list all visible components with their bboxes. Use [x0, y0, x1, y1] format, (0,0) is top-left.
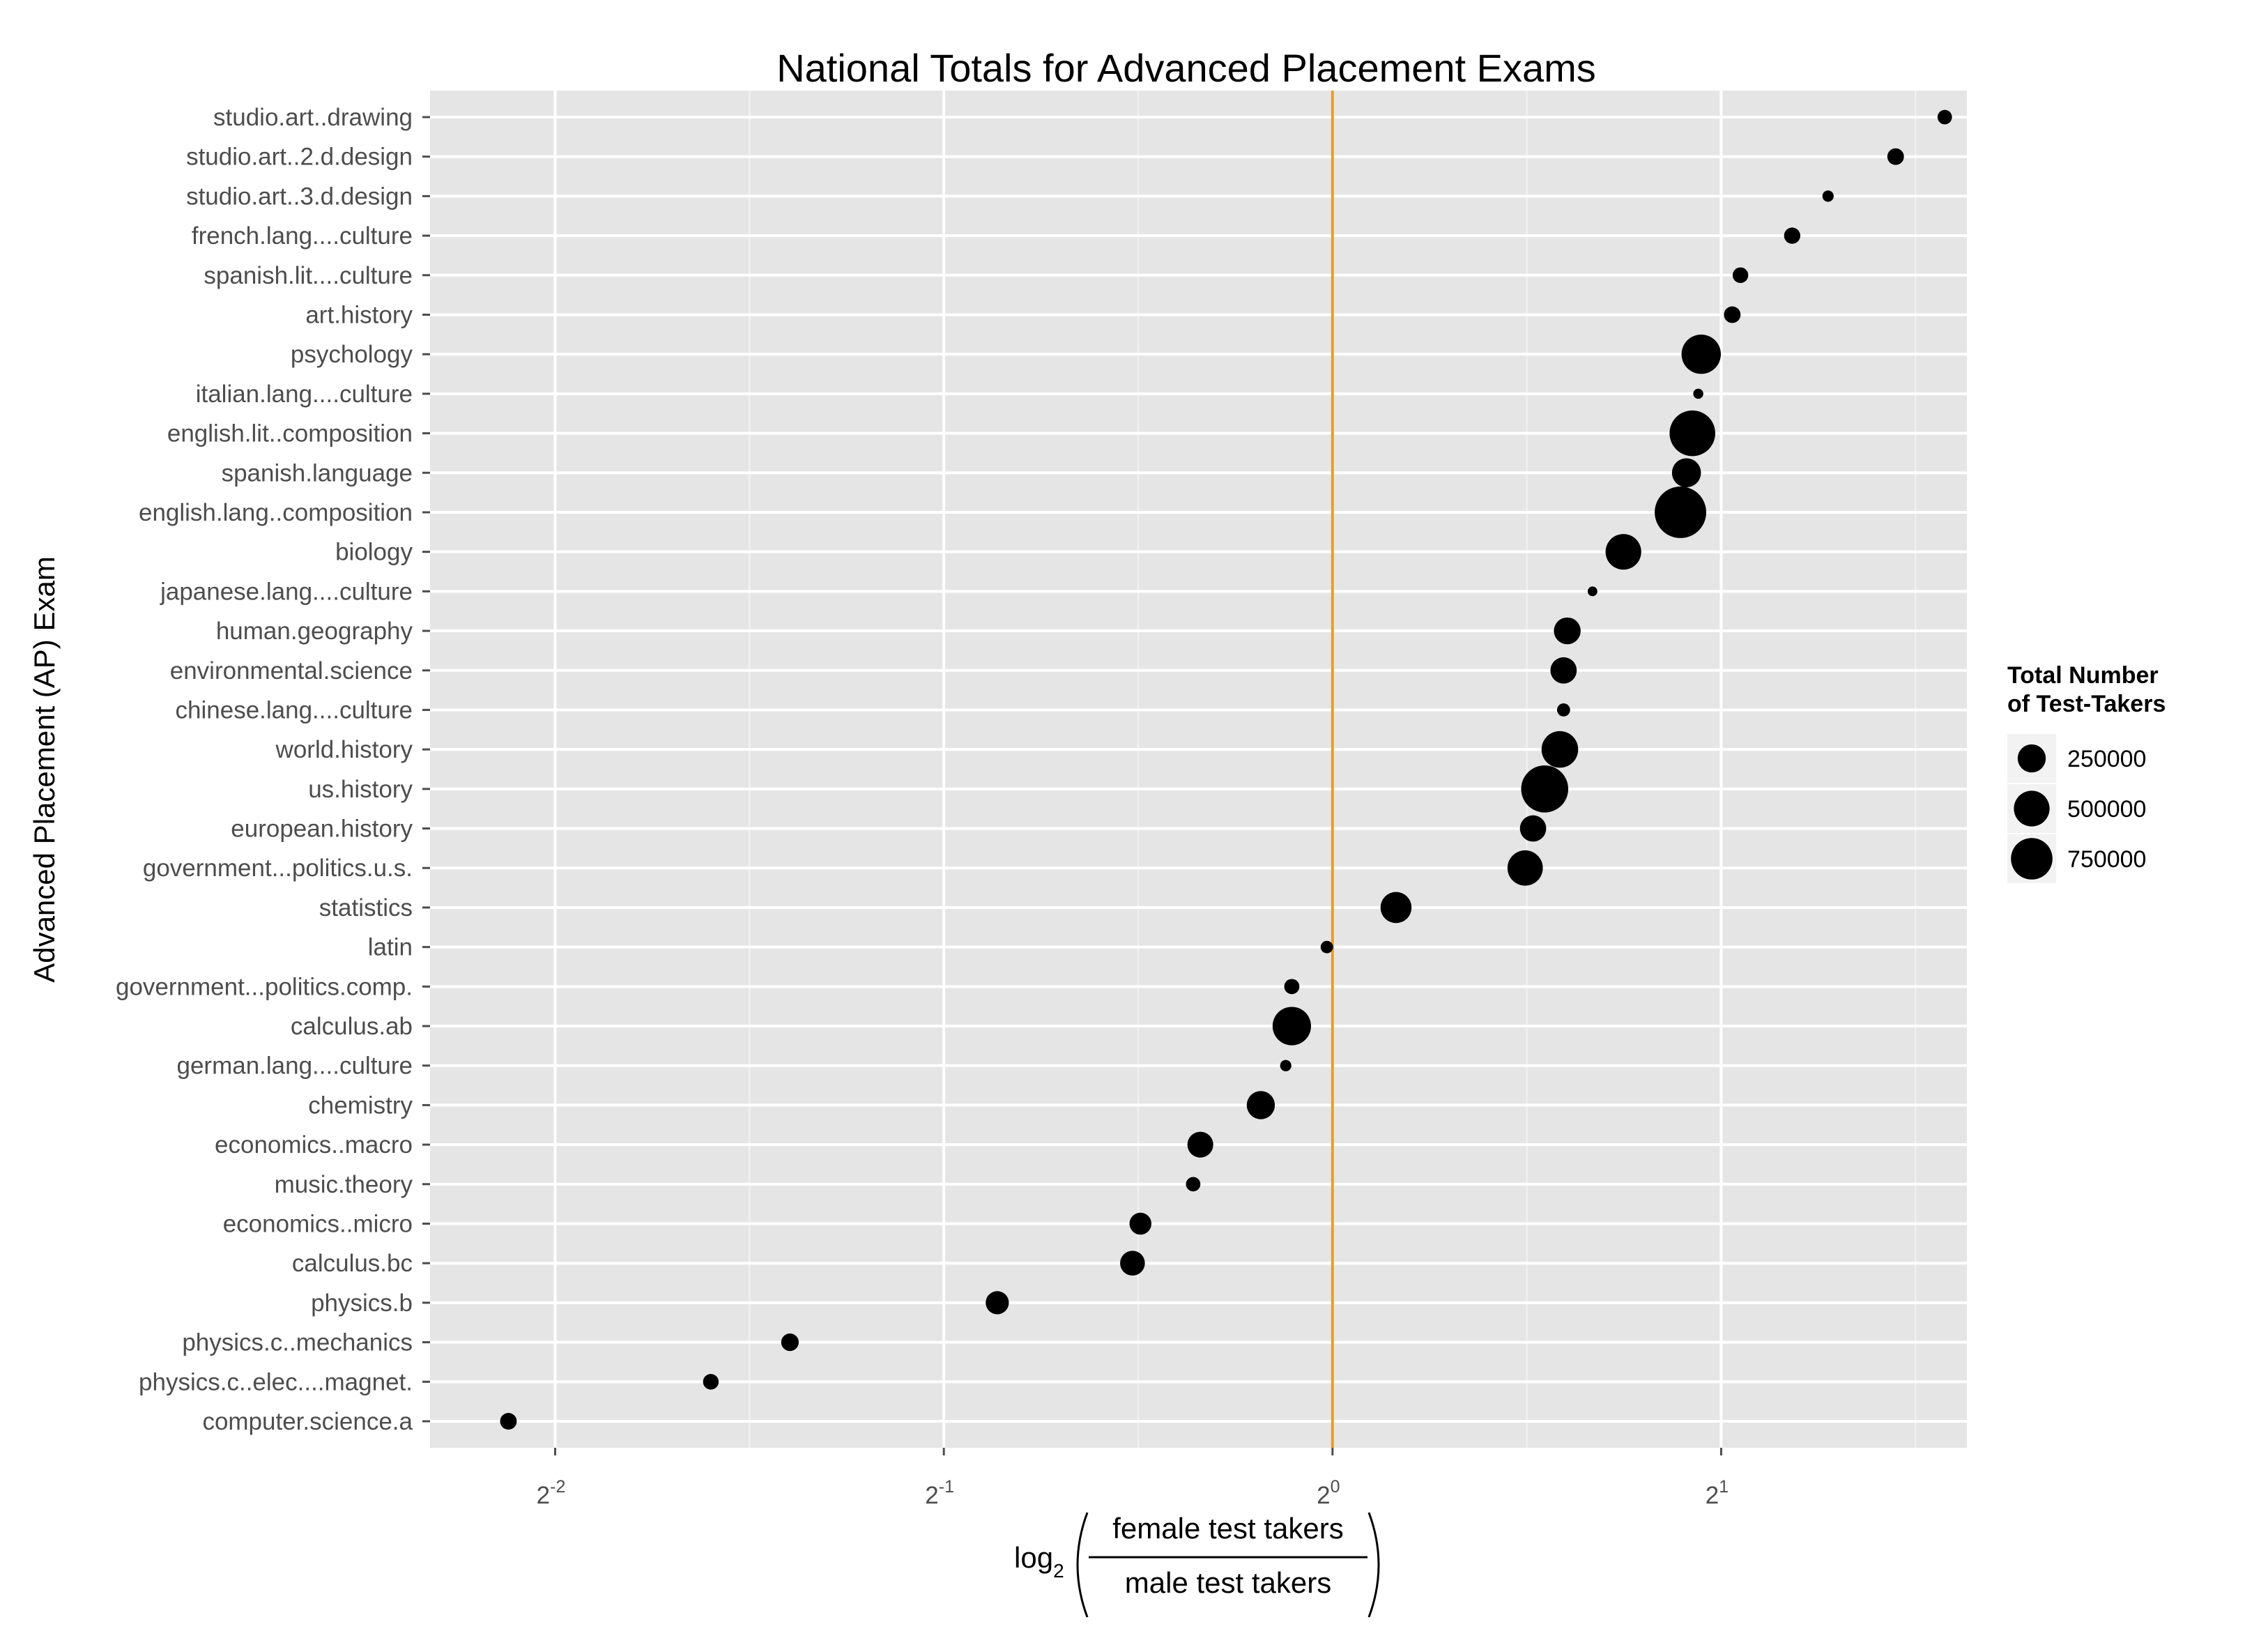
data-point	[703, 1374, 719, 1390]
data-point	[1784, 227, 1800, 244]
y-tick-label: economics..macro	[215, 1131, 413, 1158]
data-point	[1681, 334, 1721, 374]
data-point	[1724, 306, 1741, 323]
data-point	[1519, 815, 1547, 842]
y-tick-label: government...politics.u.s.	[143, 855, 413, 882]
legend-label: 750000	[2067, 846, 2146, 873]
data-point	[1554, 617, 1581, 645]
y-tick-label: government...politics.comp.	[116, 973, 413, 1000]
x-axis-title-numerator: female test takers	[1112, 1512, 1343, 1545]
y-tick-label: world.history	[275, 736, 413, 763]
size-legend: Total Number of Test-Takers 250000 500000…	[2007, 662, 2166, 883]
y-tick-label: statistics	[319, 894, 413, 921]
data-point	[1284, 979, 1300, 995]
y-tick-label: latin	[368, 934, 413, 961]
data-point	[1186, 1177, 1201, 1192]
y-tick-label: physics.b	[311, 1290, 413, 1317]
y-tick-label: japanese.lang....culture	[160, 578, 413, 605]
data-point	[1521, 765, 1569, 813]
data-point	[1280, 1060, 1292, 1071]
y-tick-label: psychology	[291, 341, 413, 368]
legend-key-point	[2014, 790, 2050, 827]
x-tick-label: 20	[1317, 1477, 1340, 1509]
data-point	[1556, 703, 1570, 717]
data-point	[500, 1413, 517, 1430]
data-point	[1320, 940, 1333, 954]
data-point	[1587, 586, 1597, 597]
legend-key-point	[2017, 744, 2046, 773]
data-point	[1550, 657, 1577, 684]
data-point	[1655, 487, 1706, 538]
x-axis-title-denominator: male test takers	[1125, 1566, 1331, 1599]
data-point	[781, 1333, 799, 1352]
x-axis-title-right-paren	[1367, 1512, 1380, 1618]
y-tick-label: computer.science.a	[202, 1408, 413, 1435]
y-tick-label: environmental.science	[170, 657, 413, 685]
legend-label: 500000	[2067, 796, 2146, 823]
chart-title: National Totals for Advanced Placement E…	[776, 46, 1596, 90]
y-tick-label: english.lang..composition	[139, 499, 413, 526]
y-tick-label: economics..micro	[223, 1211, 413, 1238]
y-tick-label: human.geography	[216, 618, 413, 645]
y-tick-label: us.history	[308, 776, 413, 803]
data-point	[1605, 534, 1641, 570]
y-tick-label: physics.c..mechanics	[182, 1329, 413, 1356]
y-tick-label: physics.c..elec....magnet.	[139, 1368, 413, 1395]
y-tick-label: art.history	[305, 301, 413, 328]
y-tick-label: chemistry	[308, 1092, 413, 1119]
data-point	[1272, 1007, 1311, 1046]
data-point	[1541, 731, 1579, 768]
y-tick-label: studio.art..3.d.design	[186, 183, 413, 210]
data-points	[500, 109, 1952, 1430]
y-tick-label: music.theory	[275, 1171, 413, 1198]
legend-key-point	[2011, 838, 2053, 880]
y-tick-label: german.lang....culture	[176, 1053, 413, 1080]
data-point	[1120, 1251, 1145, 1276]
data-point	[1693, 388, 1703, 399]
data-point	[1822, 190, 1834, 202]
x-tick-label: 2-2	[537, 1477, 566, 1509]
plot-panel	[430, 91, 1967, 1448]
y-tick-label: studio.art..drawing	[213, 104, 413, 131]
data-point	[1887, 148, 1904, 165]
data-point	[1507, 850, 1543, 886]
x-tick-label: 21	[1706, 1477, 1729, 1509]
data-point	[1937, 109, 1952, 125]
y-tick-label: spanish.language	[222, 459, 413, 487]
major-gridlines	[430, 91, 1967, 1448]
data-point	[1669, 410, 1715, 457]
y-tick-label: calculus.bc	[292, 1250, 413, 1277]
data-point	[1380, 892, 1412, 924]
y-tick-label: italian.lang....culture	[196, 381, 413, 408]
data-point	[1246, 1091, 1275, 1119]
y-tick-label: chinese.lang....culture	[176, 696, 413, 724]
x-axis-title: log2 female test takers male test takers	[1014, 1512, 1380, 1618]
y-tick-label: spanish.lit....culture	[204, 262, 413, 289]
legend-title-line-2: of Test-Takers	[2007, 691, 2166, 717]
y-tick-label: biology	[335, 539, 413, 566]
data-point	[1129, 1212, 1152, 1235]
y-tick-label: studio.art..2.d.design	[186, 144, 413, 171]
data-point	[986, 1291, 1009, 1315]
x-axis-title-prefix: log2	[1014, 1541, 1064, 1582]
legend-title-line-1: Total Number	[2007, 662, 2159, 689]
data-point	[1187, 1131, 1213, 1158]
x-tick-label: 2-1	[925, 1477, 954, 1509]
x-axis-ticks: 2-2 2-1 20 21	[537, 1448, 1729, 1509]
x-axis-title-left-paren	[1076, 1512, 1089, 1618]
y-tick-label: calculus.ab	[291, 1013, 413, 1040]
y-tick-label: english.lit..composition	[167, 420, 413, 448]
y-axis-ticks: studio.art..drawing studio.art..2.d.desig…	[116, 104, 430, 1435]
y-tick-label: european.history	[231, 816, 413, 843]
y-axis-title: Advanced Placement (AP) Exam	[28, 556, 61, 983]
data-point	[1732, 267, 1749, 283]
legend-label: 250000	[2067, 746, 2146, 772]
y-tick-label: french.lang....culture	[192, 222, 413, 250]
data-point	[1671, 458, 1701, 488]
